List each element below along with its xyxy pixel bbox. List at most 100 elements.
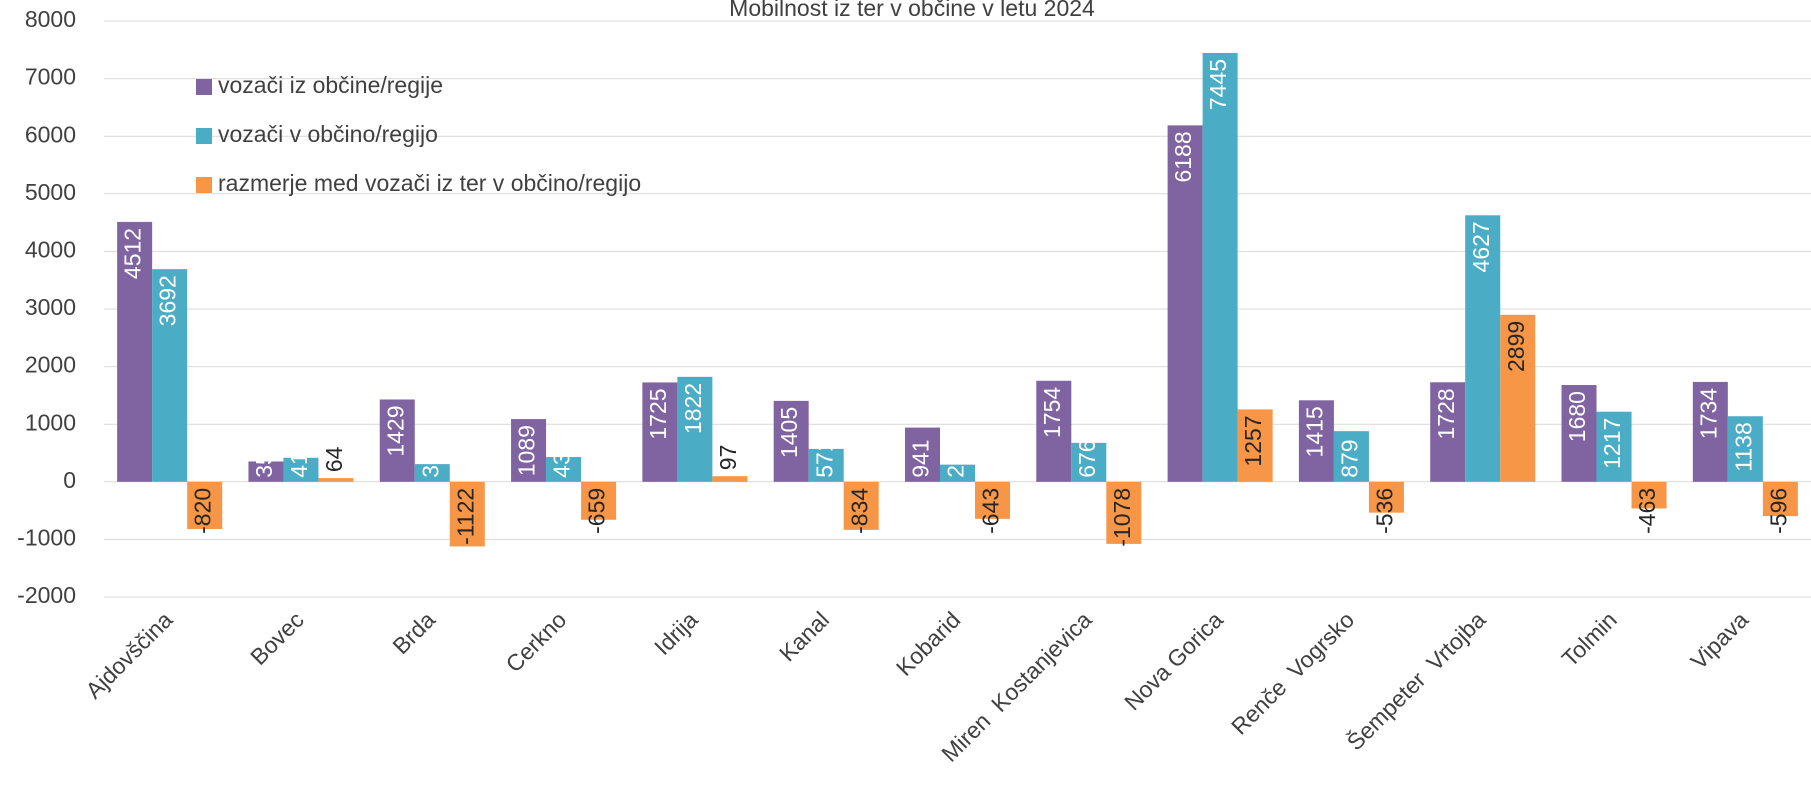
bar [117,221,153,482]
data-label: 64 [321,446,347,472]
bar [1631,481,1667,509]
y-tick-label: 8000 [25,6,76,32]
data-label: 676 [1074,439,1100,477]
legend-swatch [196,79,212,95]
data-label: 307 [417,439,443,477]
x-tick-label: Bovec [245,606,309,670]
bar [581,481,617,520]
bar [1727,416,1763,482]
data-label: 1728 [1433,388,1459,439]
y-tick-label: 4000 [25,236,76,262]
bar [1237,409,1273,482]
x-tick-label: Kobarid [891,606,965,680]
bar [1333,431,1369,482]
data-label: 430 [549,439,575,477]
bar [379,399,415,482]
y-tick-label: -2000 [17,582,76,608]
bar [712,476,748,482]
bar [511,419,547,482]
bar [152,269,188,482]
data-label: -536 [1372,488,1398,534]
bar [546,457,582,482]
bar [1430,382,1466,482]
x-tick-label: Nova Gorica [1119,606,1228,715]
data-label: -1078 [1109,488,1135,547]
y-tick-label: -1000 [17,524,76,550]
data-label: -820 [190,488,216,534]
bar [677,376,713,482]
data-label: 7445 [1205,59,1231,110]
x-tick-label: Cerkno [501,606,572,677]
bar [808,448,844,482]
x-tick-label: Tolmin [1556,606,1621,671]
bar [449,481,485,547]
legend-swatch [196,128,212,144]
y-tick-label: 1000 [25,409,76,435]
data-label: 417 [286,439,312,477]
bar [318,478,354,482]
data-label: 879 [1337,439,1363,477]
legend-label: vozači iz občine/regije [218,72,443,98]
data-label: 1415 [1301,406,1327,457]
bar [843,481,879,530]
data-label: 1822 [680,383,706,434]
bar [1106,481,1142,544]
x-tick-label: Ajdovščina [80,606,177,703]
data-label: 1257 [1240,415,1266,466]
data-label: 1680 [1564,391,1590,442]
bar [1202,52,1238,482]
data-label: 6188 [1170,131,1196,182]
x-tick-label: Renče Vogrsko [1226,606,1359,739]
legend-label: razmerje med vozači iz ter v občino/regi… [218,170,641,196]
data-label: -596 [1765,488,1791,534]
data-label: -834 [846,488,872,534]
bar [1692,381,1728,482]
data-label: -1122 [452,488,478,545]
data-label: 1138 [1730,422,1756,471]
data-label: 1725 [645,388,671,439]
data-label: 298 [943,439,969,477]
bar [642,382,678,482]
bar [904,427,940,482]
legend-swatch [196,177,212,193]
x-tick-label: Vipava [1685,606,1753,674]
data-label: -463 [1634,488,1660,534]
bar [248,461,284,482]
data-label: 571 [811,439,837,477]
data-label: 1734 [1695,388,1721,439]
bar [1036,380,1072,482]
bar [1368,481,1404,513]
bar [773,400,809,482]
data-label: 353 [251,439,277,477]
bar [1500,314,1536,482]
data-label: 941 [908,439,934,477]
data-label: 1089 [514,425,540,476]
data-label: 97 [715,445,741,471]
data-label: 3692 [155,275,181,326]
y-tick-label: 0 [63,467,76,493]
bar [1561,385,1597,482]
bar [1596,411,1632,482]
x-tick-label: Brda [387,606,440,659]
data-label: 1429 [382,405,408,456]
data-label: -643 [978,488,1004,534]
bar [975,481,1011,519]
bar [414,464,450,482]
y-tick-label: 6000 [25,121,76,147]
bar [1298,400,1334,482]
x-tick-label: Idrija [649,606,703,660]
bar [1465,215,1501,482]
x-tick-label: Kanal [774,606,834,666]
y-tick-label: 5000 [25,179,76,205]
bar [1071,442,1107,482]
bar [187,481,223,530]
data-label: 2899 [1503,321,1529,372]
chart-title: Mobilnost iz ter v občine v letu 2024 [729,0,1095,21]
data-label: 1405 [776,407,802,458]
bar [283,457,319,482]
data-label: 4512 [120,228,146,279]
data-label: 1217 [1599,418,1625,469]
bar [1762,481,1798,517]
x-tick-label: Šempeter Vrtojba [1341,606,1491,756]
